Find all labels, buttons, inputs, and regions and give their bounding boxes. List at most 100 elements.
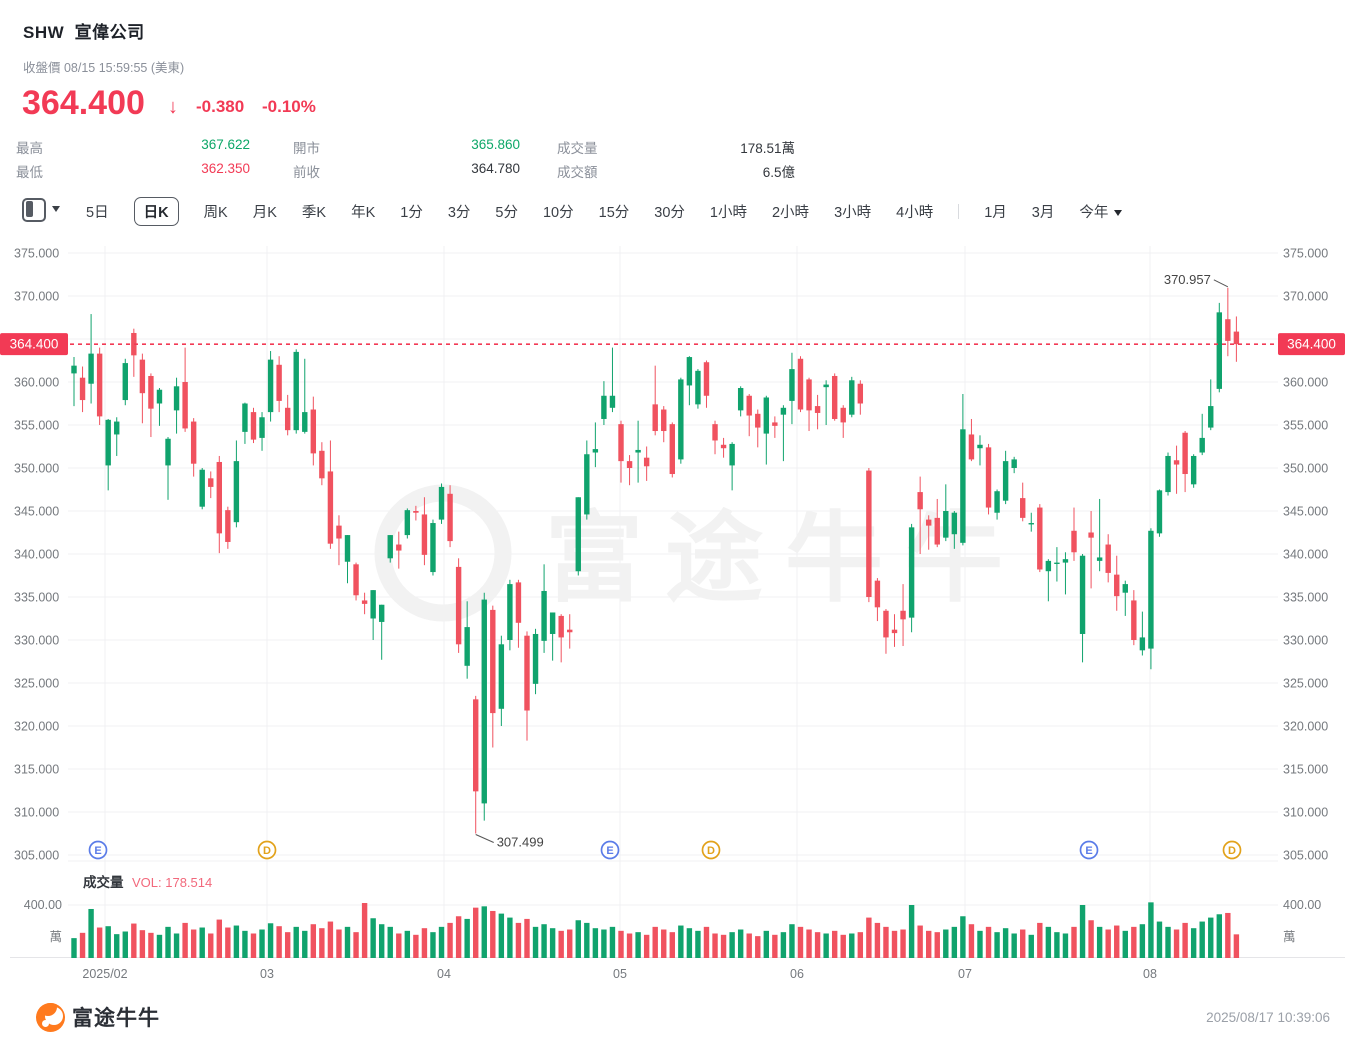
y-axis-label-right: 350.000 [1283, 462, 1328, 476]
y-axis-label-right: 345.000 [1283, 505, 1328, 519]
chart-style-icon[interactable] [22, 198, 46, 222]
y-axis-label-left: 315.000 [14, 763, 59, 777]
price-change-percent: -0.10% [262, 97, 316, 116]
period-tabs: 5日 日K 周K 月K 季K 年K 1分 3分 5分 10分 15分 30分 1小時 2小時 3小時 4小時 1… [86, 195, 1123, 227]
low-annotation: 307.499 [497, 835, 544, 850]
y-axis-label-left: 375.000 [14, 247, 59, 261]
tab-日K[interactable]: 日K [133, 196, 179, 226]
y-axis-label-right: 335.000 [1283, 591, 1328, 605]
brand-logo: 富途牛牛 [36, 1002, 160, 1032]
y-axis-label-left: 310.000 [14, 806, 59, 820]
high-annotation: 370.957 [1164, 272, 1211, 287]
toolbar-divider [958, 203, 960, 219]
current-price-badge-right: 364.400 [1278, 333, 1345, 356]
watermark: 富途牛牛 [374, 484, 1003, 622]
last-price: 364.400 [22, 84, 145, 122]
y-axis-label-right: 375.000 [1283, 247, 1328, 261]
y-axis-label-right: 370.000 [1283, 290, 1328, 304]
y-axis-label-left: 305.000 [14, 849, 59, 863]
x-axis-label: 06 [790, 967, 804, 981]
x-axis-label: 07 [958, 967, 972, 981]
tab-5日[interactable]: 5日 [86, 204, 109, 221]
current-price-badge-left: 364.400 [0, 333, 68, 356]
tab-今年[interactable]: 今年 [1079, 201, 1123, 222]
tab-5分[interactable]: 5分 [495, 204, 518, 221]
volume-unit-left: 萬 [49, 930, 62, 944]
y-axis-label-left: 355.000 [14, 419, 59, 433]
snapshot-timestamp: 2025/08/17 10:39:06 [1206, 1010, 1330, 1025]
x-axis-label: 2025/02 [82, 967, 127, 981]
svg-text:364.400: 364.400 [1287, 337, 1336, 352]
volume-label: 成交量 [557, 141, 598, 156]
event-marker-D: D [1222, 840, 1242, 860]
y-axis-label-left: 360.000 [14, 376, 59, 390]
volume-value: 178.51萬 [740, 141, 795, 156]
svg-text:E: E [94, 845, 101, 857]
tab-1月[interactable]: 1月 [984, 204, 1007, 221]
tab-年K[interactable]: 年K [351, 204, 376, 221]
y-axis-label-left: 345.000 [14, 505, 59, 519]
open-value: 365.860 [471, 137, 520, 152]
brand-name: 富途牛牛 [72, 1007, 160, 1030]
svg-text:D: D [1228, 845, 1236, 857]
tab-30分[interactable]: 30分 [654, 204, 685, 221]
tab-10分[interactable]: 10分 [542, 204, 574, 221]
y-axis-label-left: 325.000 [14, 677, 59, 691]
y-axis-label-right: 355.000 [1283, 419, 1328, 433]
y-axis-label-left: 350.000 [14, 462, 59, 476]
volume-pane-value: VOL: 178.514 [132, 875, 212, 890]
y-axis-label-left: 340.000 [14, 548, 59, 562]
kline-toolbar: 5日 日K 周K 月K 季K 年K 1分 3分 5分 10分 15分 30分 1小時 2小時 3小時 4小時 1… [0, 195, 1350, 227]
volume-grid-label-left: 400.00 [24, 898, 62, 912]
price-change: -0.380 [196, 97, 245, 116]
close-time-line: 收盤價 08/15 15:59:55 (美東) [23, 61, 185, 75]
tab-2小時[interactable]: 2小時 [771, 204, 810, 221]
x-axis-label: 03 [260, 967, 274, 981]
event-marker-D: D [701, 840, 721, 860]
open-label: 開市 [293, 141, 320, 156]
tab-4小時[interactable]: 4小時 [896, 204, 934, 221]
chart-style-dropdown-caret-icon[interactable] [52, 206, 60, 212]
stock-symbol: SHW [23, 23, 65, 42]
tab-3月[interactable]: 3月 [1031, 204, 1055, 221]
tab-15分[interactable]: 15分 [598, 204, 630, 221]
stock-name: 宣偉公司 [74, 23, 145, 42]
turnover-value: 6.5億 [762, 165, 795, 180]
turnover-label: 成交額 [557, 165, 598, 180]
svg-text:E: E [1085, 845, 1092, 857]
volume-bars [71, 902, 1240, 959]
event-marker-D: D [257, 840, 277, 860]
tab-3分[interactable]: 3分 [447, 204, 471, 221]
svg-text:364.400: 364.400 [10, 337, 59, 352]
x-axis-label: 04 [437, 967, 451, 981]
svg-text:D: D [707, 845, 715, 857]
low-value: 362.350 [201, 161, 250, 176]
tab-3小時[interactable]: 3小時 [834, 204, 872, 221]
volume-unit-right: 萬 [1283, 930, 1296, 944]
year-dropdown-caret-icon[interactable] [1114, 209, 1123, 216]
y-axis-label-left: 320.000 [14, 720, 59, 734]
event-marker-E: E [88, 840, 108, 860]
tab-1小時[interactable]: 1小時 [709, 204, 747, 221]
tab-1分[interactable]: 1分 [400, 204, 423, 221]
y-axis-label-right: 325.000 [1283, 677, 1328, 691]
page-title: SHW 宣偉公司 [23, 18, 145, 43]
low-label: 最低 [16, 165, 43, 180]
y-axis-label-left: 330.000 [14, 634, 59, 648]
event-marker-E: E [600, 840, 620, 860]
tab-月K[interactable]: 月K [252, 204, 277, 221]
y-axis-label-right: 320.000 [1283, 720, 1328, 734]
tab-季K[interactable]: 季K [301, 204, 327, 221]
volume-grid-label-right: 400.00 [1283, 898, 1321, 912]
prev-close-label: 前收 [293, 165, 320, 180]
svg-text:E: E [606, 845, 613, 857]
y-axis-label-right: 310.000 [1283, 806, 1328, 820]
y-axis-label-right: 340.000 [1283, 548, 1328, 562]
high-value: 367.622 [201, 137, 250, 152]
svg-text:D: D [263, 845, 271, 857]
futubull-icon [36, 1002, 65, 1032]
tab-周K[interactable]: 周K [203, 204, 228, 221]
y-axis-label-right: 360.000 [1283, 376, 1328, 390]
y-axis-label-left: 335.000 [14, 591, 59, 605]
